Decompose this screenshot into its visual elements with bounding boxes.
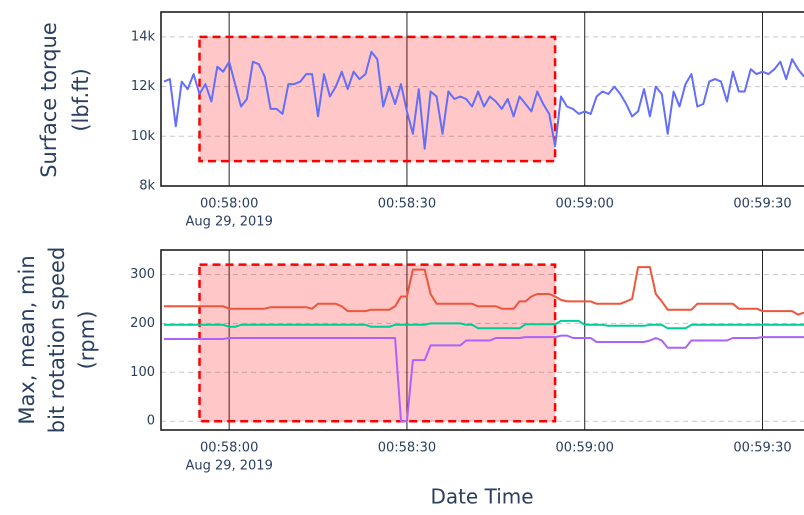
x-tick-label: 00:59:30 [733,441,791,456]
data-line [164,266,804,316]
y-tick-label: 14k [131,29,156,44]
y-tick-label: 8k [139,179,155,194]
x-tick-label: 00:59:00 [556,197,614,212]
y-tick-label: 0 [147,414,155,429]
axis-frame [160,11,804,187]
data-line [164,334,804,423]
x-tick-label: 00:59:00 [556,441,614,456]
y-axis-title: bit rotation speed [45,247,69,434]
x-tick-label: 00:58:30 [378,197,436,212]
y-axis-title: Surface torque [37,22,61,178]
y-tick-label: 300 [130,267,155,282]
top-y-title: Surface torque (lbf.ft) [37,22,93,178]
y-axis-title: (lbf.ft) [69,68,93,131]
y-tick-label: 200 [130,316,155,331]
bottom-y-title: Max, mean, min bit rotation speed (rpm) [15,247,99,434]
x-tick-label: 00:59:30 [733,197,791,212]
x-date-label: Aug 29, 2019 [185,459,272,474]
y-tick-label: 12k [131,79,156,94]
y-axis-title: (rpm) [75,311,99,370]
x-tick-label: 00:58:00 [200,197,258,212]
data-line [163,50,804,150]
y-tick-label: 100 [130,365,155,380]
highlight-region [198,35,557,163]
x-tick-label: 00:58:30 [378,441,436,456]
x-date-label: Aug 29, 2019 [185,215,272,230]
data-line [164,319,804,330]
axis-frame [160,249,804,431]
x-tick-label: 00:58:00 [200,441,258,456]
x-axis-title: Date Time [430,485,533,509]
y-tick-label: 10k [131,129,156,144]
y-axis-title: Max, mean, min [15,255,39,424]
highlight-region [198,263,557,423]
